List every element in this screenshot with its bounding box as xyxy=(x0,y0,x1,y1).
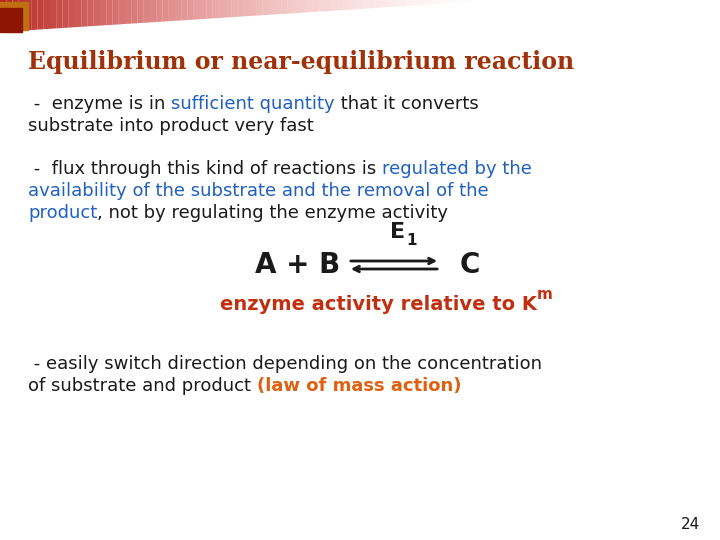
Polygon shape xyxy=(31,0,37,30)
Polygon shape xyxy=(12,0,19,31)
Polygon shape xyxy=(444,0,450,4)
Text: m: m xyxy=(537,287,553,302)
Text: Equilibrium or near-equilibrium reaction: Equilibrium or near-equilibrium reaction xyxy=(28,50,574,74)
Polygon shape xyxy=(394,0,400,7)
Polygon shape xyxy=(343,0,350,10)
Polygon shape xyxy=(112,0,119,25)
Polygon shape xyxy=(425,0,431,5)
Polygon shape xyxy=(369,0,375,9)
Polygon shape xyxy=(219,0,225,18)
Polygon shape xyxy=(413,0,419,5)
Polygon shape xyxy=(306,0,312,12)
Polygon shape xyxy=(119,0,125,24)
Polygon shape xyxy=(375,0,382,8)
Polygon shape xyxy=(244,0,250,16)
Polygon shape xyxy=(163,0,168,22)
Polygon shape xyxy=(319,0,325,11)
Text: -  flux through this kind of reactions is: - flux through this kind of reactions is xyxy=(28,160,382,178)
Polygon shape xyxy=(287,0,294,14)
Polygon shape xyxy=(81,0,88,27)
Polygon shape xyxy=(256,0,263,16)
Text: (law of mass action): (law of mass action) xyxy=(257,377,462,395)
Polygon shape xyxy=(138,0,144,23)
Polygon shape xyxy=(25,0,31,30)
Polygon shape xyxy=(419,0,425,5)
Polygon shape xyxy=(131,0,138,24)
Text: -  enzyme is in: - enzyme is in xyxy=(28,95,171,113)
Polygon shape xyxy=(200,0,206,19)
Text: sufficient quantity: sufficient quantity xyxy=(171,95,335,113)
Bar xyxy=(0,8,22,32)
Polygon shape xyxy=(0,0,6,32)
Polygon shape xyxy=(250,0,256,16)
Polygon shape xyxy=(238,0,244,17)
Polygon shape xyxy=(63,0,68,28)
Polygon shape xyxy=(100,0,107,25)
Text: - easily switch direction depending on the concentration: - easily switch direction depending on t… xyxy=(28,355,542,373)
Polygon shape xyxy=(75,0,81,27)
Polygon shape xyxy=(50,0,56,29)
Text: 1: 1 xyxy=(406,233,416,248)
Polygon shape xyxy=(175,0,181,21)
Polygon shape xyxy=(231,0,238,17)
Polygon shape xyxy=(438,0,444,4)
Polygon shape xyxy=(400,0,406,6)
Polygon shape xyxy=(88,0,94,26)
Text: A + B: A + B xyxy=(255,251,341,279)
Polygon shape xyxy=(450,0,456,3)
Text: 24: 24 xyxy=(680,517,700,532)
Polygon shape xyxy=(312,0,319,12)
Text: substrate into product very fast: substrate into product very fast xyxy=(28,117,314,135)
Polygon shape xyxy=(6,0,12,32)
Polygon shape xyxy=(94,0,100,26)
Bar xyxy=(0,2,28,30)
Polygon shape xyxy=(325,0,331,11)
Polygon shape xyxy=(156,0,163,22)
Polygon shape xyxy=(269,0,275,15)
Polygon shape xyxy=(282,0,287,14)
Text: C: C xyxy=(460,251,480,279)
Text: availability of the substrate and the removal of the: availability of the substrate and the re… xyxy=(28,182,489,200)
Text: product: product xyxy=(28,204,97,222)
Polygon shape xyxy=(168,0,175,21)
Text: that it converts: that it converts xyxy=(335,95,479,113)
Polygon shape xyxy=(406,0,413,6)
Polygon shape xyxy=(150,0,156,22)
Polygon shape xyxy=(44,0,50,29)
Polygon shape xyxy=(350,0,356,10)
Polygon shape xyxy=(263,0,269,15)
Text: of substrate and product: of substrate and product xyxy=(28,377,257,395)
Polygon shape xyxy=(356,0,362,9)
Text: enzyme activity relative to K: enzyme activity relative to K xyxy=(220,295,537,314)
Text: , not by regulating the enzyme activity: , not by regulating the enzyme activity xyxy=(97,204,449,222)
Polygon shape xyxy=(212,0,219,18)
Polygon shape xyxy=(338,0,343,10)
Polygon shape xyxy=(187,0,194,20)
Polygon shape xyxy=(382,0,387,8)
Text: E: E xyxy=(390,222,405,242)
Polygon shape xyxy=(294,0,300,13)
Polygon shape xyxy=(125,0,131,24)
Polygon shape xyxy=(431,0,438,4)
Polygon shape xyxy=(68,0,75,28)
Polygon shape xyxy=(37,0,44,30)
Polygon shape xyxy=(181,0,187,21)
Polygon shape xyxy=(56,0,63,29)
Polygon shape xyxy=(275,0,282,15)
Text: regulated by the: regulated by the xyxy=(382,160,532,178)
Polygon shape xyxy=(331,0,338,11)
Polygon shape xyxy=(225,0,231,18)
Polygon shape xyxy=(362,0,369,9)
Polygon shape xyxy=(300,0,306,13)
Polygon shape xyxy=(107,0,112,25)
Polygon shape xyxy=(19,0,25,31)
Polygon shape xyxy=(387,0,394,7)
Polygon shape xyxy=(194,0,200,19)
Polygon shape xyxy=(144,0,150,23)
Polygon shape xyxy=(206,0,212,19)
